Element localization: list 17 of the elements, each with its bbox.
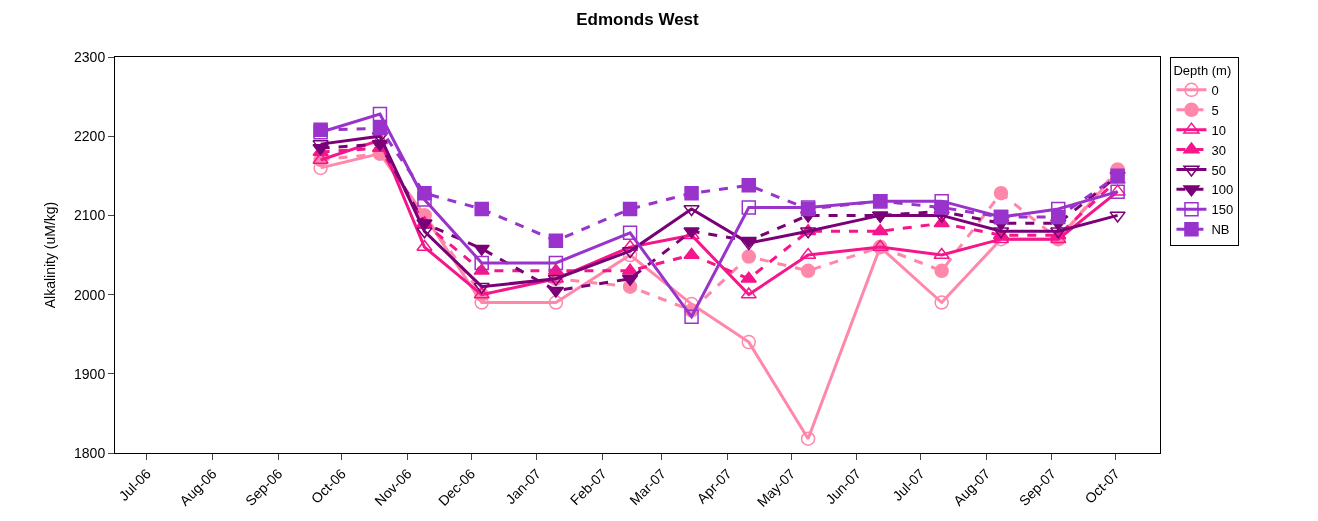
legend-label: 10: [1211, 122, 1226, 138]
legend-title: Depth (m): [1173, 62, 1232, 78]
y-tick-label: 1800: [74, 444, 106, 461]
legend-label: 30: [1211, 142, 1226, 158]
chart-title: Edmonds West: [576, 9, 700, 29]
y-tick-label: 2300: [74, 48, 106, 65]
legend-label: 0: [1211, 82, 1219, 98]
y-tick-label: 1900: [74, 365, 106, 382]
legend-label: 50: [1211, 162, 1226, 178]
legend-label: 100: [1211, 182, 1234, 198]
legend-label: 150: [1211, 202, 1234, 218]
y-tick-label: 2000: [74, 286, 106, 303]
y-tick-label: 2100: [74, 207, 106, 224]
y-tick-label: 2200: [74, 128, 106, 145]
y-axis-title: Alkalinity (uM/kg): [41, 201, 58, 309]
legend-label: NB: [1211, 222, 1230, 238]
legend-label: 5: [1211, 102, 1219, 118]
